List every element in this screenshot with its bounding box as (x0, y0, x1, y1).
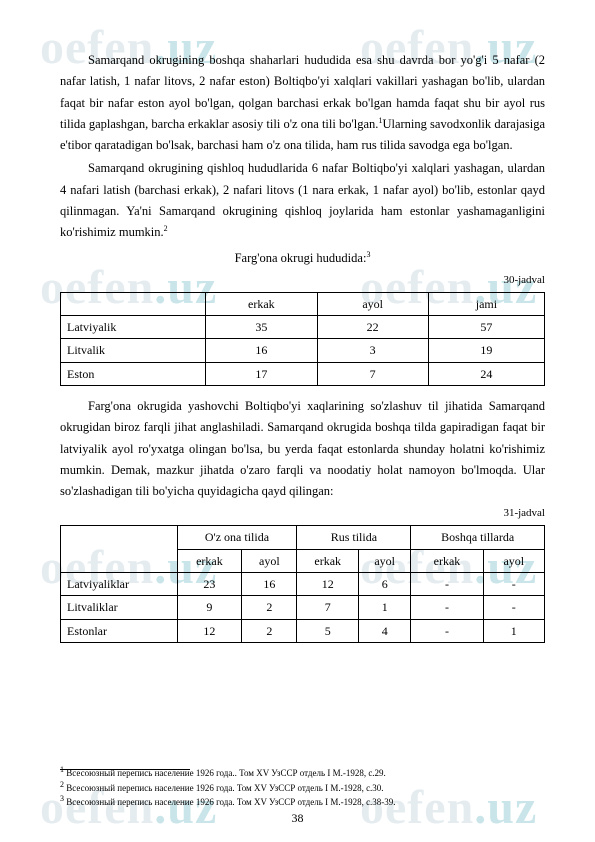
table-cell: 5 (297, 619, 359, 642)
table-header: Boshqa tillarda (411, 526, 545, 549)
table-row: Litvaliklar 9 2 7 1 - - (61, 596, 545, 619)
footnote-3: 3 Всесоюзный перепись население 1926 год… (60, 794, 545, 808)
table1-label: 30-jadval (60, 271, 545, 290)
table-1: erkak ayol jami Latviyalik 35 22 57 Litv… (60, 292, 545, 387)
table-2: O'z ona tilida Rus tilida Boshqa tillard… (60, 525, 545, 643)
table-row: O'z ona tilida Rus tilida Boshqa tillard… (61, 526, 545, 549)
table-cell: Estonlar (61, 619, 178, 642)
table-header: erkak (177, 549, 242, 572)
page-content: Samarqand okrugining boshqa shaharlari h… (0, 0, 595, 683)
table-cell: Eston (61, 362, 206, 385)
table-cell: - (483, 596, 544, 619)
table-cell: 12 (297, 572, 359, 595)
footnote-ref-3: 3 (366, 250, 370, 259)
table-header (61, 526, 178, 573)
table-cell: 16 (242, 572, 297, 595)
table-cell: 35 (206, 316, 317, 339)
table-header (61, 292, 206, 315)
table-cell: 3 (317, 339, 428, 362)
table-header: erkak (411, 549, 483, 572)
paragraph-3: Farg'ona okrugida yashovchi Boltiqbo'yi … (60, 396, 545, 502)
paragraph-2: Samarqand okrugining qishloq hududlarida… (60, 158, 545, 243)
table-row: erkak ayol jami (61, 292, 545, 315)
table-row: Latviyaliklar 23 16 12 6 - - (61, 572, 545, 595)
footnote-ref-2: 2 (164, 224, 168, 233)
table-cell: 22 (317, 316, 428, 339)
table-cell: 1 (359, 596, 411, 619)
table-cell: Latviyalik (61, 316, 206, 339)
table-row: Latviyalik 35 22 57 (61, 316, 545, 339)
table-row: Litvalik 16 3 19 (61, 339, 545, 362)
table-header: ayol (242, 549, 297, 572)
table-cell: 4 (359, 619, 411, 642)
para2-text: Samarqand okrugining qishloq hududlarida… (60, 161, 545, 239)
table-cell: 24 (428, 362, 544, 385)
table-cell: 7 (297, 596, 359, 619)
table-header: erkak (206, 292, 317, 315)
table-cell: - (483, 572, 544, 595)
table-cell: Latviyaliklar (61, 572, 178, 595)
paragraph-1: Samarqand okrugining boshqa shaharlari h… (60, 50, 545, 156)
table-cell: 19 (428, 339, 544, 362)
table2-label: 31-jadval (60, 504, 545, 523)
footnotes: 1 Всесоюзный перепись население 1926 год… (60, 763, 545, 808)
table-cell: Litvaliklar (61, 596, 178, 619)
table-row: Eston 17 7 24 (61, 362, 545, 385)
page-number: 38 (0, 811, 595, 826)
table-cell: 2 (242, 596, 297, 619)
table-cell: 23 (177, 572, 242, 595)
table-cell: - (411, 572, 483, 595)
table-header: jami (428, 292, 544, 315)
table-header: ayol (359, 549, 411, 572)
section-title-1: Farg'ona okrugi hududida:3 (60, 248, 545, 269)
table-cell: 6 (359, 572, 411, 595)
table-header: O'z ona tilida (177, 526, 297, 549)
table-cell: 7 (317, 362, 428, 385)
table-cell: 9 (177, 596, 242, 619)
table-cell: 12 (177, 619, 242, 642)
table-cell: 57 (428, 316, 544, 339)
table-cell: Litvalik (61, 339, 206, 362)
table-cell: 16 (206, 339, 317, 362)
table-header: ayol (483, 549, 544, 572)
table-header: erkak (297, 549, 359, 572)
table-header: ayol (317, 292, 428, 315)
table-cell: 2 (242, 619, 297, 642)
table-cell: - (411, 619, 483, 642)
table-row: Estonlar 12 2 5 4 - 1 (61, 619, 545, 642)
footnote-2: 2 Всесоюзный перепись население 1926 год… (60, 780, 545, 794)
table-cell: 17 (206, 362, 317, 385)
footnote-1: 1 Всесоюзный перепись население 1926 год… (60, 765, 545, 779)
table-header: Rus tilida (297, 526, 411, 549)
table-cell: 1 (483, 619, 544, 642)
table-cell: - (411, 596, 483, 619)
